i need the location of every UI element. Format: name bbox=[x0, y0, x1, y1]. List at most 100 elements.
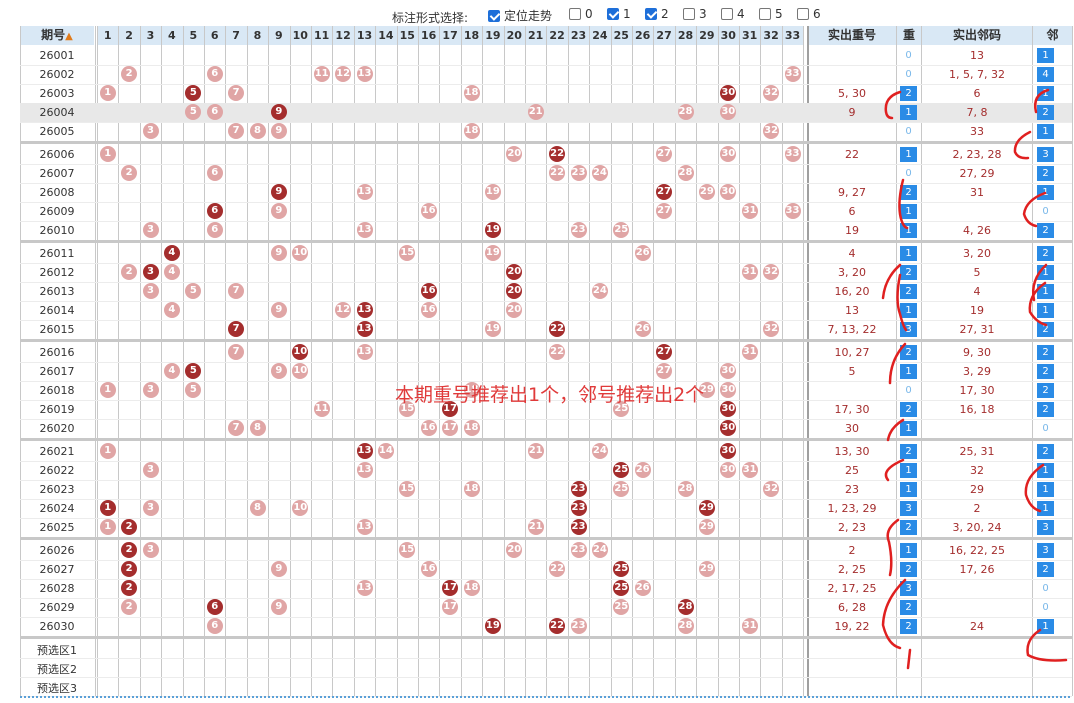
number-ball: 24 bbox=[591, 165, 608, 181]
period-cell: 26018 bbox=[39, 384, 75, 397]
number-ball: 22 bbox=[549, 146, 566, 162]
option-0[interactable]: 0 bbox=[569, 7, 593, 21]
table-row[interactable] bbox=[20, 442, 1072, 462]
table-row[interactable] bbox=[20, 480, 1072, 500]
repeat-numbers-cell: 9 bbox=[848, 106, 856, 119]
number-ball: 26 bbox=[634, 580, 651, 596]
number-ball: 7 bbox=[228, 85, 245, 101]
number-header-14: 14 bbox=[375, 26, 397, 45]
table-row[interactable] bbox=[20, 381, 1072, 401]
option-3-label: 3 bbox=[699, 7, 707, 21]
period-cell: 26010 bbox=[39, 224, 75, 237]
table-row[interactable] bbox=[20, 362, 1072, 382]
number-ball: 27 bbox=[656, 146, 673, 162]
number-header-27: 27 bbox=[653, 26, 675, 45]
table-row[interactable] bbox=[20, 560, 1072, 580]
table-row[interactable] bbox=[20, 461, 1072, 481]
table-row[interactable] bbox=[20, 164, 1072, 184]
grid-line bbox=[247, 26, 248, 696]
table-row[interactable] bbox=[20, 579, 1072, 599]
period-header[interactable]: 期号▲ bbox=[20, 26, 94, 45]
table-row[interactable] bbox=[20, 541, 1072, 561]
grid-line bbox=[611, 26, 612, 696]
table-row[interactable] bbox=[20, 46, 1072, 66]
option-6-checkbox[interactable] bbox=[797, 8, 809, 20]
number-ball: 25 bbox=[613, 599, 630, 615]
number-ball: 30 bbox=[720, 104, 737, 120]
option-1-checkbox[interactable] bbox=[607, 8, 619, 20]
table-row[interactable] bbox=[20, 263, 1072, 283]
option-0-checkbox[interactable] bbox=[569, 8, 581, 20]
number-header-7: 7 bbox=[225, 26, 247, 45]
period-cell: 26008 bbox=[39, 186, 75, 199]
table-row[interactable] bbox=[20, 343, 1072, 363]
grid-line bbox=[739, 26, 740, 696]
option-5[interactable]: 5 bbox=[759, 7, 783, 21]
grid-line bbox=[461, 26, 462, 696]
option-4-checkbox[interactable] bbox=[721, 8, 733, 20]
number-ball: 21 bbox=[527, 104, 544, 120]
table-row[interactable] bbox=[20, 145, 1072, 165]
number-ball: 1 bbox=[99, 500, 116, 516]
preselect-row[interactable] bbox=[20, 658, 1072, 678]
number-ball: 25 bbox=[613, 401, 630, 417]
table-row[interactable] bbox=[20, 65, 1072, 85]
number-ball: 19 bbox=[484, 321, 501, 337]
number-ball: 8 bbox=[249, 420, 266, 436]
number-header-17: 17 bbox=[439, 26, 461, 45]
adjacent-count-cell: 2 bbox=[1037, 345, 1054, 360]
number-ball: 12 bbox=[335, 66, 352, 82]
number-ball: 23 bbox=[570, 481, 587, 497]
number-header-3: 3 bbox=[139, 26, 162, 45]
option-1[interactable]: 1 bbox=[607, 7, 631, 21]
table-row[interactable] bbox=[20, 400, 1072, 420]
number-ball: 32 bbox=[763, 481, 780, 497]
table-row[interactable] bbox=[20, 202, 1072, 222]
number-ball: 11 bbox=[313, 401, 330, 417]
positional-trend-checkbox[interactable] bbox=[488, 9, 500, 22]
period-cell: 26021 bbox=[39, 445, 75, 458]
preselect-row[interactable] bbox=[20, 639, 1072, 659]
option-2-checkbox[interactable] bbox=[645, 8, 657, 20]
number-ball: 32 bbox=[763, 321, 780, 337]
option-6[interactable]: 6 bbox=[797, 7, 821, 21]
repeat-numbers-cell: 30 bbox=[845, 422, 859, 435]
option-4[interactable]: 4 bbox=[721, 7, 745, 21]
repeat-count-cell: 1 bbox=[900, 421, 917, 436]
number-ball: 25 bbox=[613, 481, 630, 497]
table-row[interactable] bbox=[20, 499, 1072, 519]
period-cell: 26029 bbox=[39, 601, 75, 614]
table-row[interactable] bbox=[20, 183, 1072, 203]
number-ball: 12 bbox=[335, 302, 352, 318]
repeat-numbers-cell: 2, 23 bbox=[838, 521, 866, 534]
period-header-label: 期号 bbox=[41, 28, 66, 42]
adjacent-numbers-cell: 27, 31 bbox=[959, 323, 995, 336]
repeat-numbers-cell: 6, 28 bbox=[838, 601, 866, 614]
number-header-6: 6 bbox=[204, 26, 226, 45]
table-row[interactable] bbox=[20, 244, 1072, 264]
table-row[interactable] bbox=[20, 282, 1072, 302]
option-5-checkbox[interactable] bbox=[759, 8, 771, 20]
number-ball: 28 bbox=[677, 481, 694, 497]
number-ball: 16 bbox=[420, 420, 437, 436]
repeat-numbers-cell: 17, 30 bbox=[834, 403, 870, 416]
option-3-checkbox[interactable] bbox=[683, 8, 695, 20]
period-cell: 26007 bbox=[39, 167, 75, 180]
number-header-33: 33 bbox=[781, 26, 804, 45]
table-row[interactable] bbox=[20, 598, 1072, 618]
option-3[interactable]: 3 bbox=[683, 7, 707, 21]
table-row[interactable] bbox=[20, 301, 1072, 321]
number-ball: 17 bbox=[442, 420, 459, 436]
number-ball: 23 bbox=[570, 165, 587, 181]
number-ball: 30 bbox=[720, 146, 737, 162]
number-ball: 31 bbox=[741, 462, 758, 478]
repeat-count-cell: 3 bbox=[900, 501, 917, 516]
number-ball: 2 bbox=[121, 561, 138, 577]
grid-line bbox=[921, 26, 922, 696]
option-2[interactable]: 2 bbox=[645, 7, 669, 21]
repeat-count-cell: 0 bbox=[905, 69, 912, 80]
grid-line bbox=[20, 26, 21, 696]
sort-icon[interactable]: ▲ bbox=[65, 31, 73, 42]
option-positional-trend[interactable]: 定位走势 bbox=[488, 7, 552, 24]
number-ball: 23 bbox=[570, 542, 587, 558]
